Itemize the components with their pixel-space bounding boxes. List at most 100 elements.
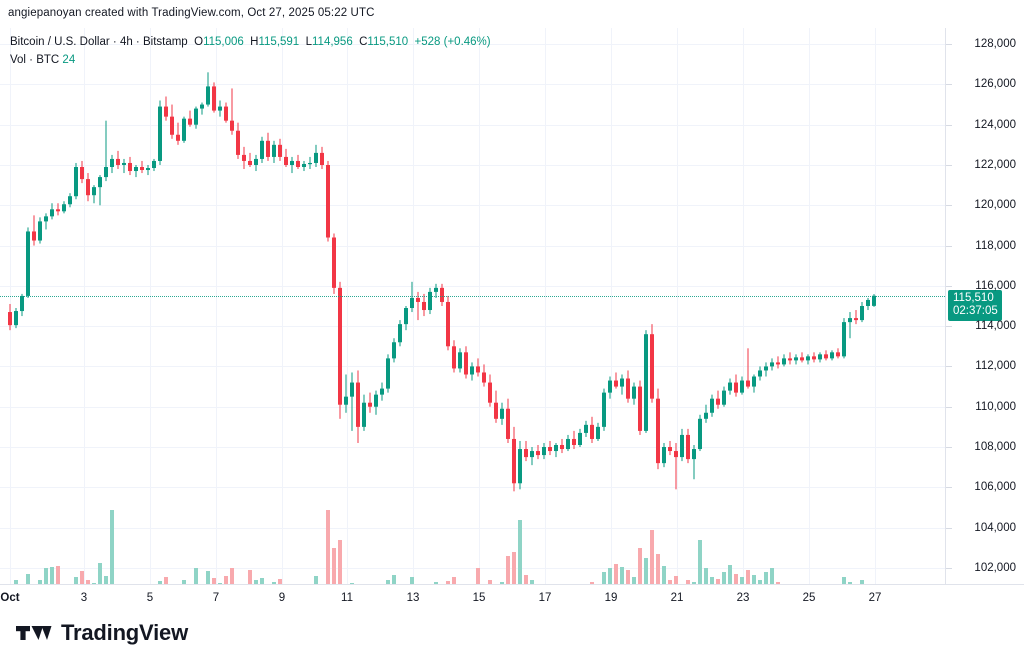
volume-bar xyxy=(332,548,336,584)
price-axis-tick xyxy=(946,285,952,287)
chart-plot-area[interactable] xyxy=(0,28,945,584)
volume-bar xyxy=(656,554,660,584)
tradingview-logo-icon xyxy=(16,626,52,640)
candle-body xyxy=(818,354,822,360)
candle-body xyxy=(758,370,762,377)
candle-body xyxy=(404,308,408,325)
candle-body xyxy=(326,164,330,238)
price-axis-label: 116,000 xyxy=(975,279,1016,292)
volume-bar xyxy=(98,563,102,584)
volume-bar xyxy=(74,577,78,584)
candle-body xyxy=(86,179,90,196)
candle-wick xyxy=(789,352,791,365)
volume-bar xyxy=(842,577,846,584)
volume-bar xyxy=(446,581,450,584)
price-axis-label: 128,000 xyxy=(974,38,1016,51)
price-axis-tick xyxy=(946,447,952,448)
volume-bar xyxy=(734,574,738,584)
candle-body xyxy=(548,447,552,452)
candle-body xyxy=(848,318,852,323)
tradingview-footer: TradingView xyxy=(16,622,188,644)
candle-wick xyxy=(417,291,419,321)
candle-body xyxy=(560,445,564,450)
time-axis-label: 25 xyxy=(802,592,816,604)
legend-symbol-row[interactable]: Bitcoin / U.S. Dollar · 4h · Bitstamp O1… xyxy=(10,34,491,50)
legend-symbol[interactable]: Bitcoin / U.S. Dollar xyxy=(10,36,110,48)
candle-body xyxy=(650,334,654,399)
candle-body xyxy=(518,449,522,484)
volume-bar xyxy=(860,580,864,584)
volume-bar xyxy=(14,580,18,584)
volume-bar xyxy=(626,570,630,584)
candle-body xyxy=(632,386,636,399)
legend-interval[interactable]: 4h xyxy=(119,36,133,48)
candle-body xyxy=(644,334,648,431)
candle-body xyxy=(716,398,720,405)
candle-body xyxy=(512,438,516,484)
current-price-tag[interactable]: 115,510 02:37:05 xyxy=(948,289,1002,321)
candle-body xyxy=(26,231,30,296)
volume-bar xyxy=(530,580,534,584)
volume-bar xyxy=(764,572,768,584)
candle-body xyxy=(170,116,174,135)
candle-wick xyxy=(99,175,101,206)
candle-body xyxy=(398,324,402,343)
candle-body xyxy=(542,447,546,456)
volume-bar xyxy=(518,520,522,584)
candle-wick xyxy=(33,215,35,246)
candle-body xyxy=(386,358,390,389)
volume-bar xyxy=(710,577,714,584)
candle-wick xyxy=(801,352,803,363)
volume-bar xyxy=(608,568,612,584)
candle-body xyxy=(524,449,528,458)
time-axis-label: 5 xyxy=(146,592,154,604)
time-axis-label: 13 xyxy=(406,592,420,604)
candle-body xyxy=(686,434,690,460)
candle-wick xyxy=(849,312,851,339)
candle-body xyxy=(32,231,36,241)
legend-high-value: 115,591 xyxy=(258,36,300,48)
time-axis-label: 3 xyxy=(80,592,88,604)
candle-body xyxy=(812,356,816,360)
candle-body xyxy=(350,382,354,397)
volume-bar xyxy=(212,578,216,584)
candle-body xyxy=(134,167,138,172)
candle-body xyxy=(380,388,384,395)
candle-body xyxy=(338,287,342,405)
volume-bar xyxy=(716,579,720,584)
volume-bar xyxy=(206,571,210,584)
candle-body xyxy=(278,144,282,157)
candle-body xyxy=(80,167,84,180)
volume-bar xyxy=(692,582,696,584)
time-axis[interactable]: Oct 3 5 7 9 11 13 15 17 19 21 23 25 27 xyxy=(0,584,1024,612)
candle-body xyxy=(296,160,300,167)
legend-volume-row[interactable]: Vol · BTC 24 xyxy=(10,52,491,68)
volume-bar xyxy=(728,565,732,584)
candle-body xyxy=(842,322,846,357)
candle-body xyxy=(224,106,228,121)
volume-bar xyxy=(278,579,282,584)
volume-bar xyxy=(740,577,744,584)
candle-body xyxy=(440,287,444,302)
candle-body xyxy=(734,382,738,393)
time-axis-label: 21 xyxy=(670,592,684,604)
attribution-text: angiepanoyan created with TradingView.co… xyxy=(8,7,375,19)
gridline-horizontal xyxy=(0,447,945,448)
candle-body xyxy=(38,221,42,241)
price-axis-tick xyxy=(946,84,952,86)
candle-body xyxy=(668,447,672,452)
chart-legend: Bitcoin / U.S. Dollar · 4h · Bitstamp O1… xyxy=(10,34,491,68)
legend-open-value: 115,006 xyxy=(203,36,244,48)
candle-body xyxy=(116,158,120,165)
candle-body xyxy=(626,378,630,399)
candle-body xyxy=(806,356,810,361)
candle-body xyxy=(332,237,336,288)
candle-body xyxy=(206,86,210,105)
legend-exchange: Bitstamp xyxy=(142,36,188,48)
gridline-vertical xyxy=(216,28,217,584)
volume-bar xyxy=(38,580,42,584)
legend-close-key: C xyxy=(359,36,368,48)
volume-bar xyxy=(602,572,606,584)
gridline-horizontal xyxy=(0,84,945,86)
price-axis[interactable]: 115,510 02:37:05 24 128,000126,000124,00… xyxy=(945,28,1024,605)
